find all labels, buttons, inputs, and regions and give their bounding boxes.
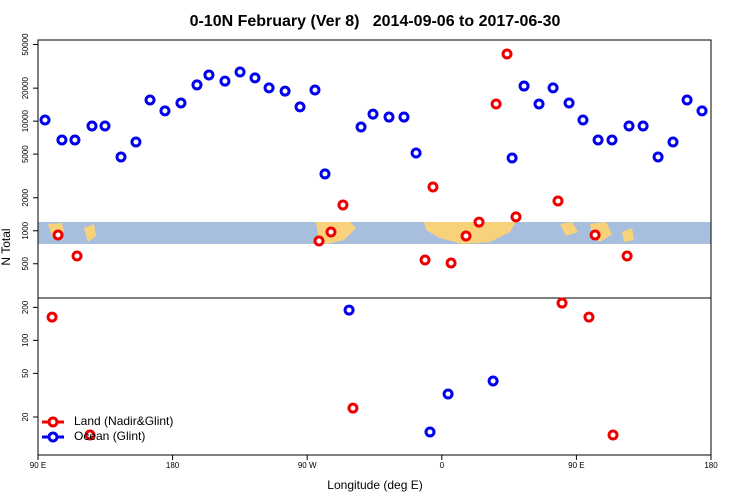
point <box>681 94 693 106</box>
legend-label: Ocean (Glint) <box>74 429 145 443</box>
point <box>652 151 664 163</box>
point <box>115 151 127 163</box>
point <box>667 136 679 148</box>
point <box>144 94 156 106</box>
point <box>309 84 321 96</box>
legend-marker <box>47 431 59 443</box>
point <box>203 69 215 81</box>
point <box>533 98 545 110</box>
ocean-band <box>38 222 711 244</box>
y-tick-label: 100 <box>21 333 30 347</box>
point <box>487 375 499 387</box>
point <box>263 82 275 94</box>
point <box>506 152 518 164</box>
point <box>56 134 68 146</box>
x-tick-label: 0 <box>440 461 445 470</box>
point <box>337 199 349 211</box>
y-tick-label: 20000 <box>21 76 30 99</box>
point <box>325 226 337 238</box>
point <box>355 121 367 133</box>
point <box>86 120 98 132</box>
point <box>606 134 618 146</box>
point <box>46 311 58 323</box>
point <box>367 108 379 120</box>
y-tick-label: 50000 <box>21 33 30 56</box>
point <box>294 101 306 113</box>
point <box>501 48 513 60</box>
x-tick-label: 90 E <box>568 461 584 470</box>
point <box>84 429 96 441</box>
map-band <box>38 222 711 244</box>
point <box>71 250 83 262</box>
legend-label: Land (Nadir&Glint) <box>74 414 173 428</box>
y-tick-label: 5000 <box>21 145 30 163</box>
point <box>159 105 171 117</box>
point <box>347 402 359 414</box>
point <box>552 195 564 207</box>
point <box>592 134 604 146</box>
point <box>175 97 187 109</box>
y-tick-label: 200 <box>21 300 30 314</box>
land-shape <box>622 228 634 242</box>
point <box>460 230 472 242</box>
x-tick-label: 180 <box>704 461 718 470</box>
point <box>427 181 439 193</box>
x-tick-label: 180 <box>166 461 180 470</box>
point <box>547 82 559 94</box>
y-tick-label: 1000 <box>21 221 30 239</box>
point <box>583 311 595 323</box>
x-axis-label: Longitude (deg E) <box>327 478 422 492</box>
point <box>39 114 51 126</box>
point <box>607 429 619 441</box>
point <box>473 216 485 228</box>
land-shape <box>84 224 96 242</box>
y-tick-label: 10000 <box>21 109 30 132</box>
point <box>556 297 568 309</box>
point <box>577 114 589 126</box>
point <box>130 136 142 148</box>
point <box>563 97 575 109</box>
point <box>234 66 246 78</box>
y-axis-label: N Total <box>0 228 13 265</box>
chart-title: 0-10N February (Ver 8) 2014-09-06 to 201… <box>190 13 561 30</box>
y-tick-label: 500 <box>21 257 30 271</box>
point <box>313 235 325 247</box>
legend-marker <box>47 416 59 428</box>
x-tick-label: 90 E <box>30 461 46 470</box>
y-tick-label: 50 <box>21 368 30 377</box>
point <box>419 254 431 266</box>
point <box>510 211 522 223</box>
x-tick-label: 90 W <box>298 461 317 470</box>
plot-frame <box>37 39 712 456</box>
point <box>623 120 635 132</box>
land-shape <box>560 222 578 236</box>
point <box>69 134 81 146</box>
point <box>398 111 410 123</box>
point <box>319 168 331 180</box>
y-tick-label: 20 <box>21 412 30 421</box>
point <box>279 85 291 97</box>
point <box>445 257 457 269</box>
point <box>637 120 649 132</box>
point <box>219 75 231 87</box>
point <box>621 250 633 262</box>
point <box>410 147 422 159</box>
point <box>589 229 601 241</box>
point <box>442 388 454 400</box>
point <box>343 304 355 316</box>
point <box>518 80 530 92</box>
point <box>696 105 708 117</box>
point <box>490 98 502 110</box>
y-tick-label: 2000 <box>21 188 30 206</box>
point <box>52 229 64 241</box>
point <box>383 111 395 123</box>
point <box>99 120 111 132</box>
point <box>424 426 436 438</box>
point <box>191 79 203 91</box>
point <box>249 72 261 84</box>
